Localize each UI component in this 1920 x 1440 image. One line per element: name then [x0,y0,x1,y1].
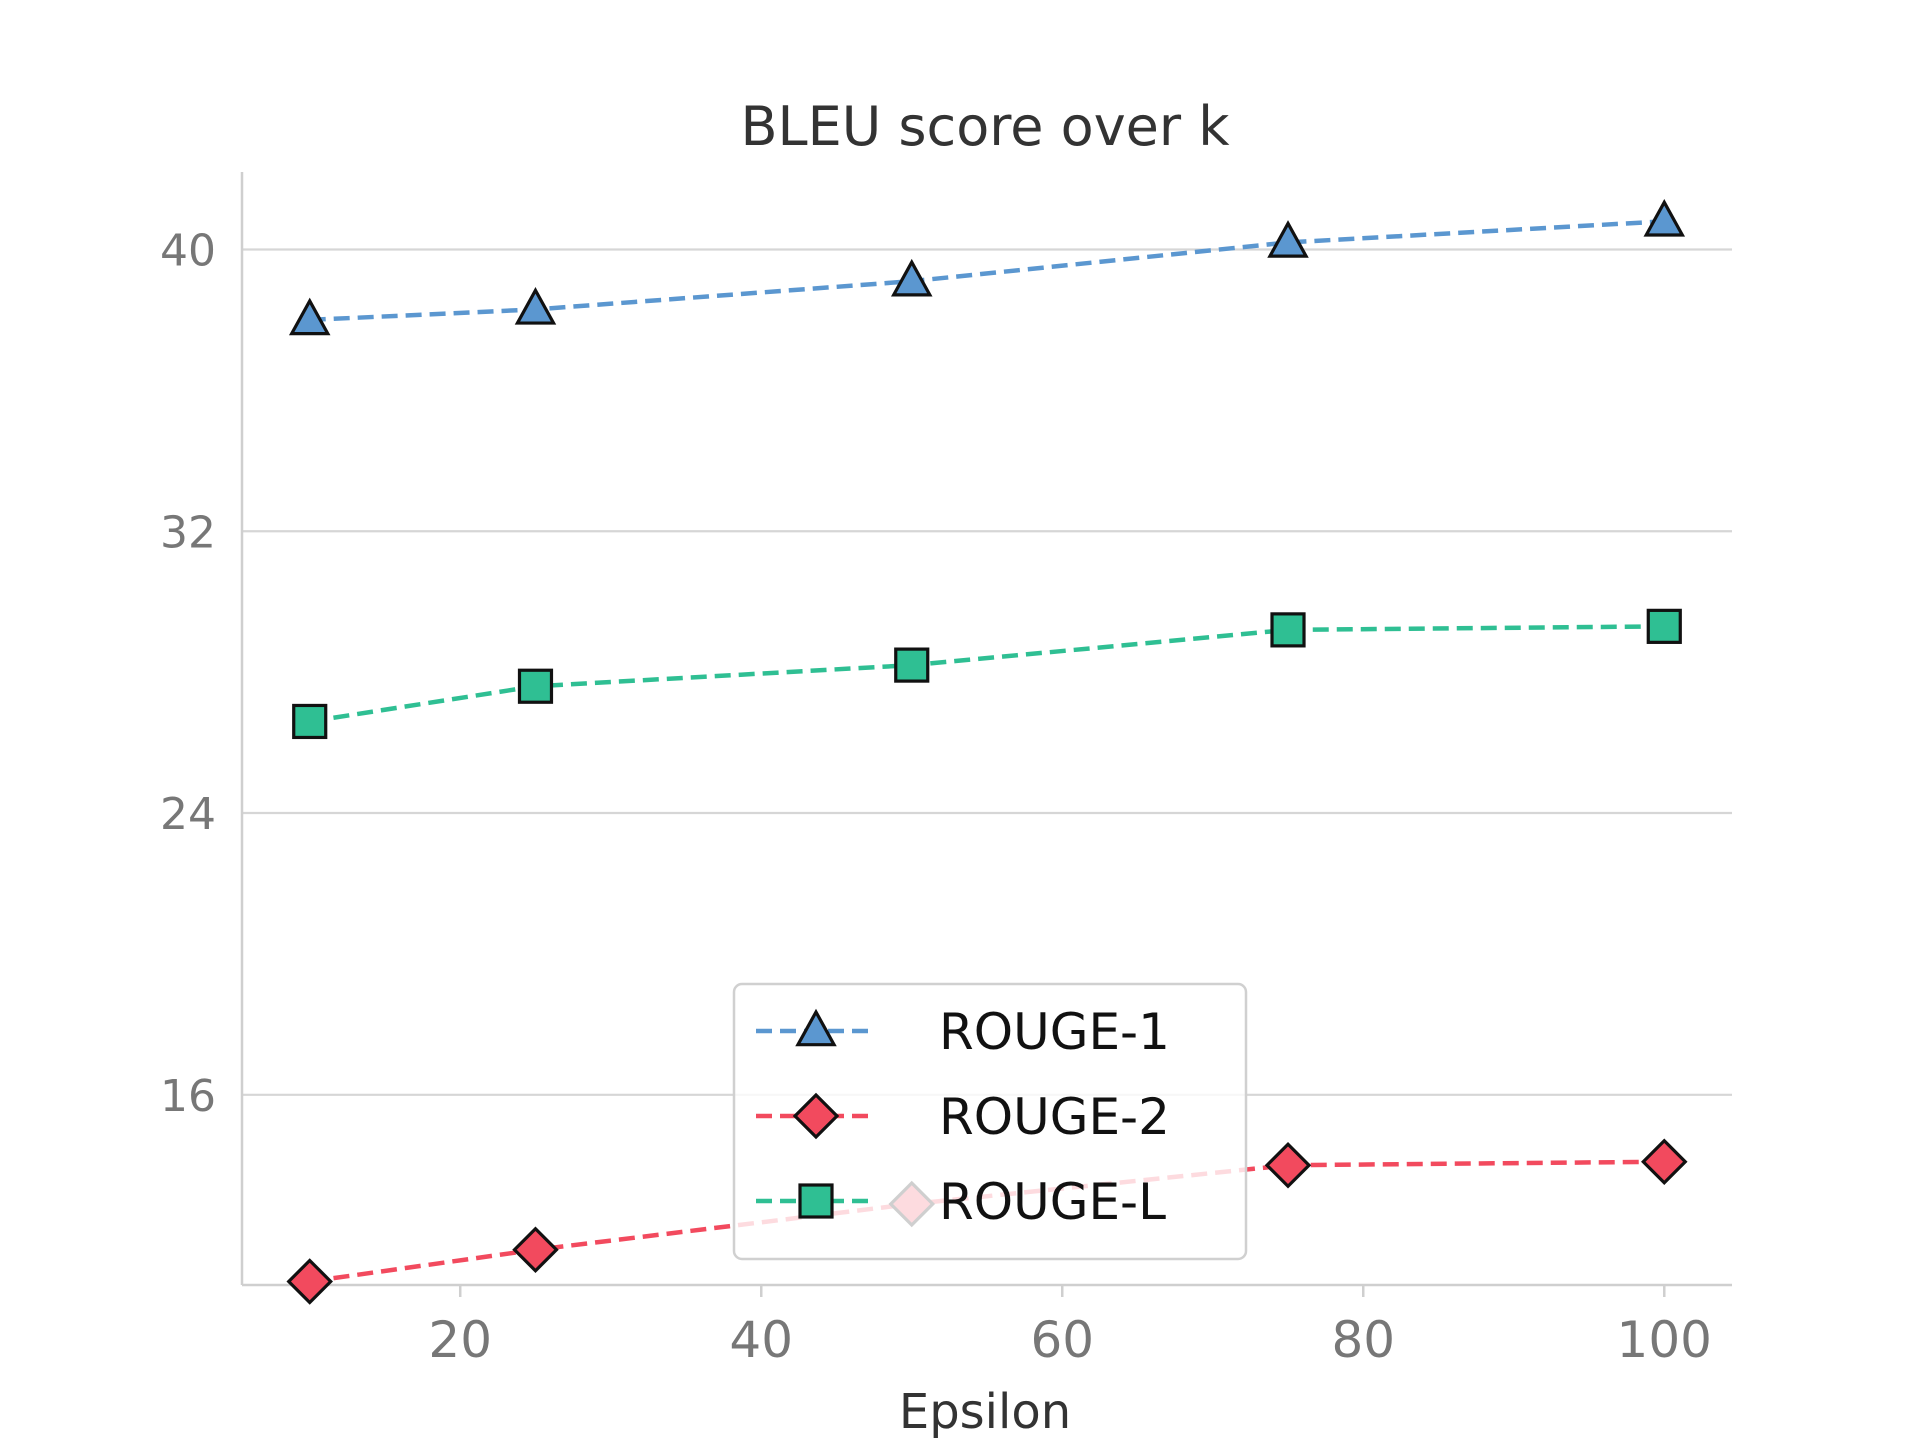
x-tick-label: 80 [1331,1311,1395,1369]
data-point [517,668,554,704]
x-tick-label: 60 [1030,1311,1094,1369]
data-point [288,297,331,336]
data-point [894,647,930,683]
y-tick-label: 16 [160,1071,216,1122]
x-tick-label: 100 [1617,1311,1712,1369]
legend-label: ROUGE-2 [939,1088,1170,1146]
x-tick-label: 40 [729,1311,793,1369]
y-tick-label: 24 [160,789,216,840]
data-point [286,1258,333,1305]
legend-marker [792,1092,840,1140]
data-point [512,1226,559,1274]
legend-marker [795,1008,837,1047]
y-tick-label: 40 [160,225,216,276]
axes: 16 24 32 40 20 40 60 80 100 [160,172,1732,1369]
data-point [1646,608,1682,644]
legend-item-rouge-1: ROUGE-1 [756,1003,1170,1061]
series-line [309,219,1665,323]
gridlines [242,248,1732,1096]
series-line [309,624,1665,724]
data-point [514,287,557,325]
legend-label: ROUGE-L [939,1173,1166,1231]
legend-box [732,982,1248,1261]
legend-label: ROUGE-1 [939,1003,1170,1061]
legend: ROUGE-1 ROUGE-2 ROUGE-L [732,982,1248,1261]
data-point [1264,1141,1312,1189]
data-point [1270,612,1306,648]
data-point [292,703,328,740]
data-point [890,258,933,297]
data-point [1267,220,1309,258]
series-rouge-1 [288,199,1686,336]
data-point [1643,199,1686,237]
data-point [1641,1138,1688,1185]
y-tick-label: 32 [160,507,216,558]
legend-marker [798,1183,834,1219]
x-tick-label: 20 [428,1311,492,1369]
chart-title: BLEU score over k [740,95,1230,158]
series-rouge-l [292,608,1682,740]
legend-item-rouge-l: ROUGE-L [756,1173,1166,1231]
x-axis-label: Epsilon [899,1384,1071,1440]
legend-item-rouge-2: ROUGE-2 [756,1088,1170,1146]
